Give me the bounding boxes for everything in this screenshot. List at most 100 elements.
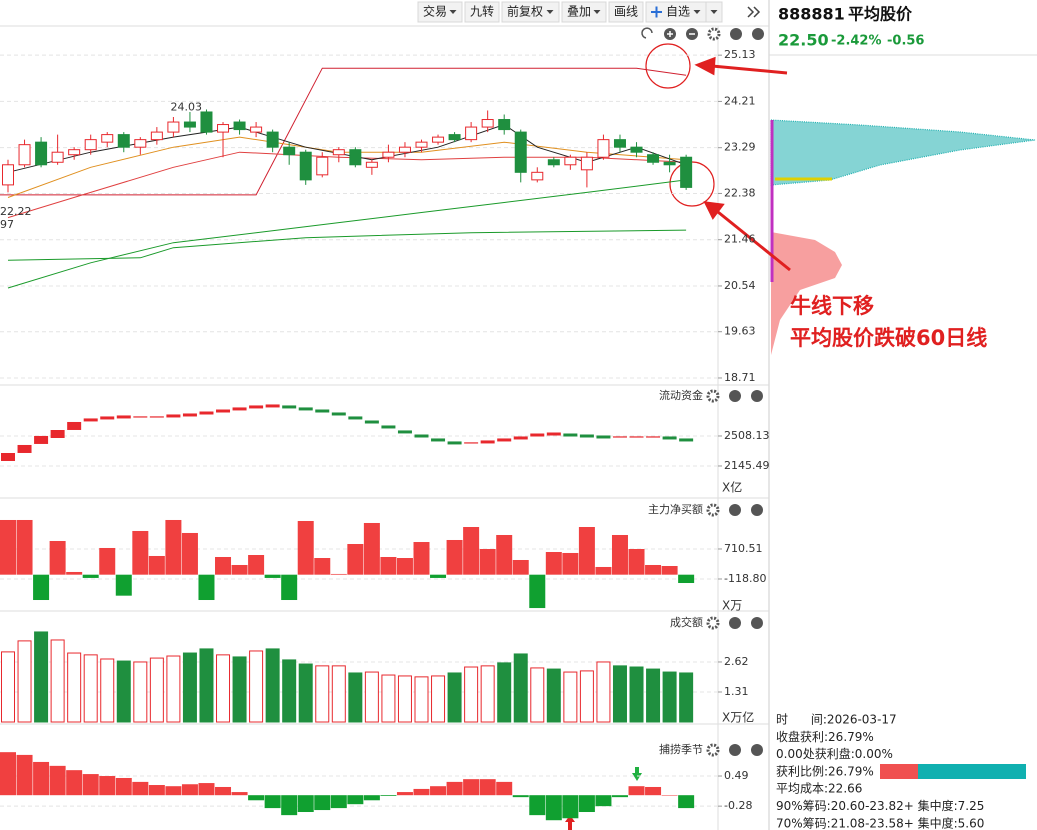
volume-bar <box>1 651 15 723</box>
bar <box>181 532 198 575</box>
bar <box>479 548 496 575</box>
bar <box>430 574 447 578</box>
bar <box>115 777 132 796</box>
bar <box>628 548 645 575</box>
plus-icon <box>651 6 662 18</box>
volume-bar <box>530 667 545 723</box>
volume-bar <box>282 659 297 723</box>
bar <box>611 795 628 798</box>
candle-body <box>415 141 428 148</box>
bar <box>413 788 430 796</box>
panel-title: 捕捞季节 <box>659 742 703 756</box>
bar <box>314 795 331 811</box>
candle-body <box>200 111 213 133</box>
y-tick-label: 1.31 <box>724 685 749 698</box>
bar <box>380 556 397 575</box>
bar <box>66 770 83 796</box>
volume-bar <box>216 654 231 723</box>
bar <box>347 795 364 805</box>
candle-body <box>332 149 345 156</box>
volume-bar <box>133 661 148 723</box>
toolbar-label: 自选 <box>666 5 690 19</box>
toolbar-button[interactable] <box>417 1 463 23</box>
panel-icon[interactable] <box>751 744 763 756</box>
candle-body <box>134 139 147 148</box>
toolbar-button[interactable] <box>608 1 644 23</box>
expand-icon[interactable] <box>747 6 761 18</box>
bar <box>347 544 364 575</box>
candle-body <box>663 161 676 166</box>
toolbar-button[interactable] <box>464 1 500 23</box>
info-line: 收盘获利:26.79% <box>776 729 874 744</box>
candle-body <box>531 171 544 181</box>
panel-icon[interactable] <box>706 743 720 757</box>
candle-body <box>35 141 48 166</box>
volume-bar <box>315 665 330 723</box>
panel-icon[interactable] <box>706 503 720 517</box>
bar <box>363 795 380 801</box>
info-panel: 时 间:2026-03-17 收盘获利:26.79% 0.00处获利盘:0.00% 获… <box>776 713 1026 830</box>
bar <box>215 786 232 796</box>
bar <box>165 786 182 796</box>
candle-body <box>150 131 163 141</box>
bar <box>215 556 232 575</box>
bar <box>446 539 463 575</box>
bar <box>248 555 265 575</box>
candle-body <box>101 134 114 143</box>
arrows <box>694 56 791 272</box>
volume-bar <box>546 668 561 723</box>
bar <box>248 795 265 801</box>
candle-body <box>217 124 230 133</box>
panel-icon[interactable] <box>729 504 741 516</box>
bar <box>66 571 83 575</box>
bar <box>148 785 165 796</box>
caret <box>593 10 601 14</box>
annotation: 97 <box>0 218 14 231</box>
candle-body <box>465 126 478 141</box>
bar <box>181 784 198 796</box>
panel-icon[interactable] <box>751 504 763 516</box>
panel-icon[interactable] <box>751 617 763 629</box>
y-tick-label: 2508.13 <box>724 429 770 442</box>
caret <box>710 10 718 14</box>
y-tick-label: 24.21 <box>724 94 756 107</box>
bar <box>678 574 695 584</box>
candle-body <box>84 139 97 151</box>
volume-bar <box>431 675 446 723</box>
candle-body <box>448 134 461 141</box>
bar <box>330 795 347 809</box>
panel-icon[interactable] <box>729 617 741 629</box>
panel-icon[interactable] <box>729 390 741 402</box>
panel-icon[interactable] <box>706 616 720 630</box>
bar <box>16 754 33 796</box>
y-tick-label: 2145.49 <box>724 459 770 472</box>
y-tick-label: 18.71 <box>724 371 756 384</box>
toolbar-button[interactable] <box>561 1 607 23</box>
bar <box>198 783 215 796</box>
bar <box>578 527 595 575</box>
panel-icon[interactable] <box>706 389 720 403</box>
bar <box>0 519 16 575</box>
panel-title: 流动资金 <box>659 388 703 402</box>
bar <box>446 781 463 796</box>
bar <box>562 552 579 575</box>
toolbar-button[interactable] <box>501 1 560 23</box>
volume-bar <box>662 671 677 723</box>
volume-bar <box>232 656 247 723</box>
bar <box>413 542 430 575</box>
candle-body <box>349 149 362 166</box>
volume-bar <box>199 648 214 723</box>
panel-icon[interactable] <box>729 744 741 756</box>
bar <box>512 559 529 575</box>
volume-bar <box>116 660 131 723</box>
volume-bar <box>381 674 396 723</box>
bar <box>264 574 281 578</box>
candle-body <box>283 146 296 156</box>
toolbar-label: 画线 <box>614 5 638 19</box>
panel-icon[interactable] <box>751 390 763 402</box>
bar <box>231 792 248 796</box>
quote-code: 888881 <box>778 5 845 24</box>
bar <box>628 786 645 796</box>
info-line: 70%筹码:21.08-23.58+ 集中度:5.60 <box>776 815 984 830</box>
